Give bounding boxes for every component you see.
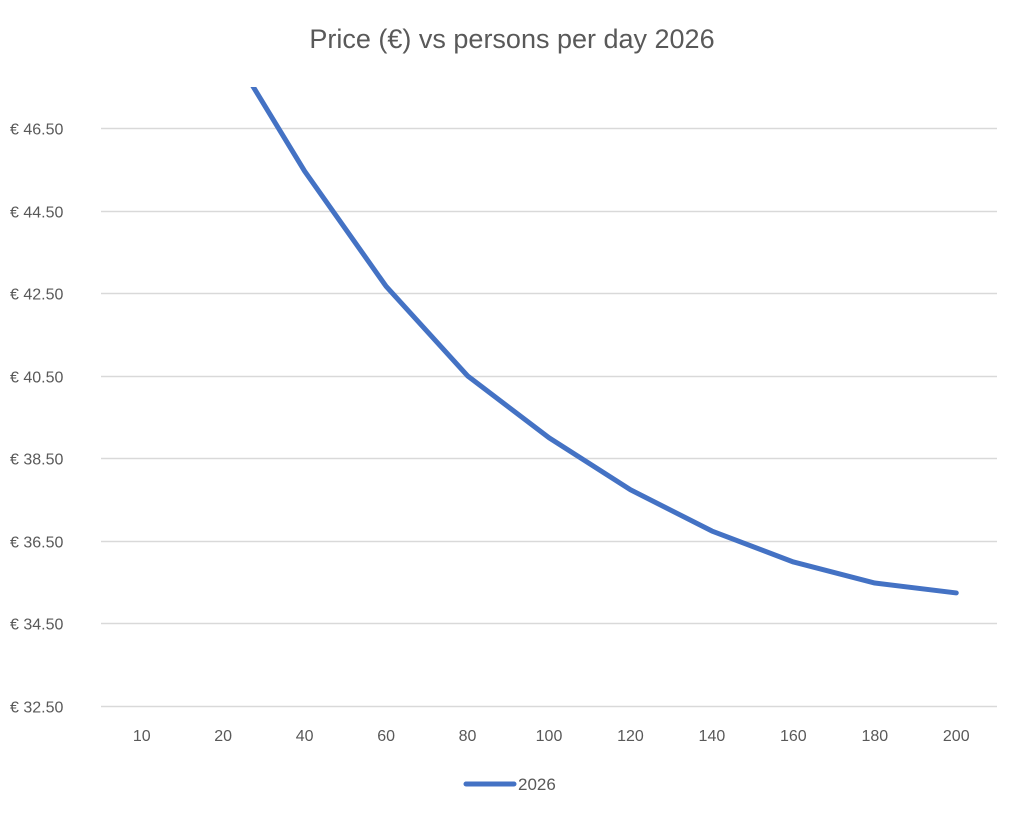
y-tick-label: € 38.50	[10, 452, 63, 469]
gridlines	[101, 127, 997, 708]
x-tick-label: 120	[617, 728, 644, 745]
chart-title: Price (€) vs persons per day 2026	[309, 24, 714, 54]
x-tick-label: 200	[943, 728, 970, 745]
x-tick-label: 180	[861, 728, 888, 745]
x-axis-ticks: 10 20 40 60 80 100 120 140 160 180 200	[133, 728, 970, 745]
y-tick-label: € 36.50	[10, 535, 63, 552]
x-tick-label: 160	[780, 728, 807, 745]
y-tick-label: € 46.50	[10, 122, 63, 139]
legend-label-2026: 2026	[518, 775, 556, 794]
series-group	[250, 87, 959, 596]
y-tick-label: € 40.50	[10, 370, 63, 387]
x-tick-label: 20	[214, 728, 232, 745]
x-tick-label: 100	[536, 728, 563, 745]
x-tick-label: 10	[133, 728, 151, 745]
y-tick-label: € 44.50	[10, 205, 63, 222]
legend: 2026	[463, 775, 556, 794]
y-tick-label: € 34.50	[10, 617, 63, 634]
x-tick-label: 80	[459, 728, 477, 745]
x-tick-label: 140	[699, 728, 726, 745]
series-line-2026	[250, 87, 959, 596]
y-tick-label: € 32.50	[10, 700, 63, 717]
y-axis-ticks: € 32.50 € 34.50 € 36.50 € 38.50 € 40.50 € 42.…	[10, 122, 63, 717]
y-tick-label: € 42.50	[10, 287, 63, 304]
x-tick-label: 40	[296, 728, 314, 745]
x-tick-label: 60	[377, 728, 395, 745]
